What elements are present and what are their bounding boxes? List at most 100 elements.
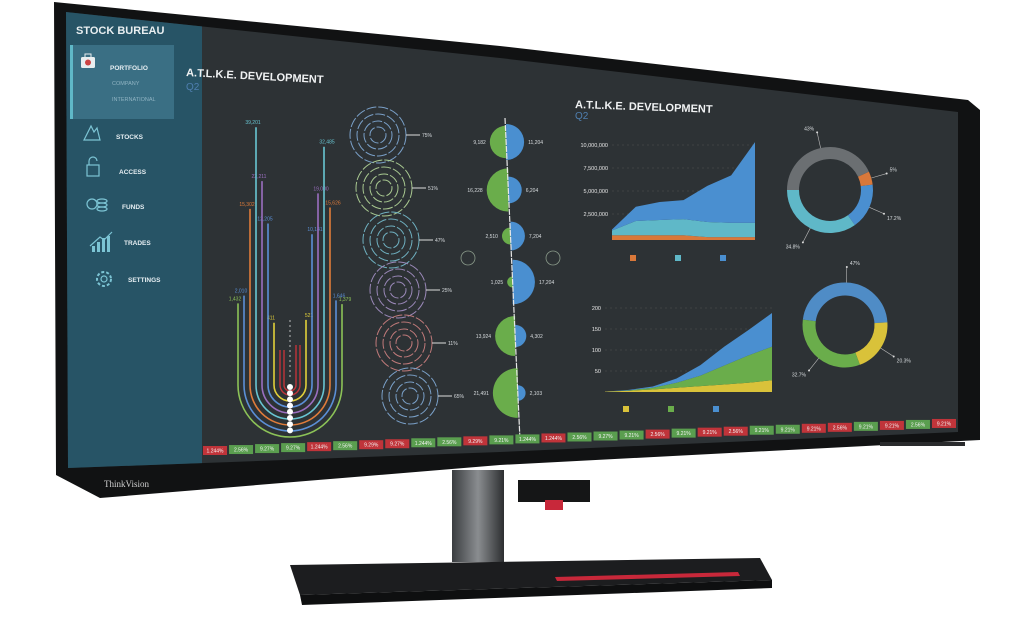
sidebar-item-settings[interactable]: SETTINGS — [96, 271, 161, 287]
area-series — [612, 142, 755, 231]
left-subtitle: Q2 — [186, 82, 200, 93]
concentric-gauges: 75% 51% 47% 25% 11% 65% — [349, 106, 561, 425]
y-tick-label: 2,500,000 — [584, 212, 608, 218]
ticker-item: 9.21% — [619, 430, 644, 440]
donut-label: 47% — [850, 261, 861, 267]
donut-slice — [802, 319, 860, 368]
ticker-value: 9.27% — [260, 447, 275, 453]
sidebar-label: SETTINGS — [128, 277, 161, 284]
donut-leader-dot — [885, 172, 888, 175]
radial-right-value: 15,626 — [325, 200, 341, 206]
control-buttons[interactable] — [880, 442, 965, 446]
radial-left-value: 411 — [267, 316, 275, 322]
ticker-badge — [307, 442, 332, 452]
gauge-ring — [383, 275, 413, 305]
sidebar-label: TRADES — [124, 240, 151, 247]
donut-leader — [808, 358, 819, 371]
radial-left-value: 15,302 — [239, 202, 255, 208]
gauge-value: 65% — [454, 394, 465, 400]
ticker-badge — [541, 433, 566, 443]
gauge-ring — [363, 120, 393, 150]
ticker-item: 2.56% — [437, 437, 462, 447]
sidebar-label: STOCKS — [116, 134, 144, 141]
ticker-item: 2.56% — [229, 445, 254, 455]
green-half — [486, 168, 509, 212]
area-chart: 200 150 100 50 — [592, 306, 772, 412]
ticker-badge — [281, 443, 306, 453]
ticker-item: 9.21% — [775, 424, 800, 434]
ticker-badge — [255, 444, 280, 454]
gauge-value: 11% — [448, 341, 458, 347]
gauge-ring — [382, 321, 426, 365]
ticker-item: 9.27% — [385, 439, 410, 449]
donut-leader-dot — [816, 131, 819, 134]
ticker-item: 2.56% — [567, 432, 592, 442]
ticker-badge — [879, 420, 904, 430]
donut-label: 17.2% — [887, 216, 902, 222]
gauge-ring — [382, 231, 400, 249]
ticker-badge — [749, 425, 774, 435]
ticker-item: 2.56% — [645, 429, 670, 439]
donut-leader — [816, 132, 821, 149]
radial-dot — [287, 421, 293, 428]
gauge-ring — [369, 173, 399, 203]
small-indicator-circle — [460, 250, 476, 266]
portfolio-label[interactable]: PORTFOLIO — [110, 65, 148, 72]
ticker-badge — [645, 429, 670, 439]
gauge-ring — [356, 113, 400, 157]
ticker-value: 1.244% — [207, 449, 225, 455]
donut-leader-dot — [882, 212, 885, 215]
ticker-item: 9.21% — [749, 425, 774, 435]
ticker-badge — [229, 445, 254, 455]
sidebar-item-access[interactable]: ACCESS — [86, 156, 147, 177]
blue-half — [517, 385, 526, 401]
ticker-item: 9.21% — [671, 428, 696, 438]
y-tick-label: 200 — [592, 306, 601, 312]
ticker-value: 2.56% — [442, 440, 457, 446]
sidebar-item-stocks[interactable]: STOCKS — [83, 124, 144, 141]
ticker-value: 1.244% — [545, 436, 563, 442]
green-half — [492, 368, 518, 418]
portfolio-sub-international[interactable]: INTERNATIONAL — [112, 97, 156, 103]
ticker-item: 9.27% — [281, 443, 306, 453]
radial-left-value: 22,211 — [252, 174, 267, 180]
radial-dot — [287, 427, 293, 434]
ticker-badge — [437, 437, 462, 447]
radial-dot — [287, 384, 293, 390]
app-title: STOCK BUREAU — [76, 25, 164, 37]
ticker-badge — [853, 421, 878, 431]
radial-right-value: 1,646 — [333, 293, 346, 299]
ticker-value: 1.244% — [311, 445, 329, 451]
legend-swatch — [623, 406, 629, 412]
portfolio-sub-company[interactable]: COMPANY — [112, 81, 140, 87]
donut-leader-dot — [808, 369, 811, 372]
legend-swatch — [720, 255, 726, 261]
ticker-item: 2.56% — [333, 441, 358, 451]
ticker-badge — [203, 446, 228, 455]
monitor-stand — [290, 470, 772, 605]
donut-leader-dot — [892, 355, 895, 358]
ticker-badge — [801, 423, 826, 433]
right-value: 2,103 — [530, 391, 543, 397]
sidebar-item-funds[interactable]: FUNDS — [86, 198, 145, 212]
gauge-ring — [401, 387, 419, 405]
donut-leader — [880, 347, 894, 357]
ticker-item: 9.21% — [697, 427, 722, 437]
donut-slice — [854, 322, 888, 365]
ticker-badge — [593, 431, 618, 441]
right-value: 17,204 — [539, 280, 555, 286]
sidebar-item-trades[interactable]: TRADES — [89, 231, 151, 252]
donut-label: 34.8% — [786, 244, 801, 250]
ticker-value: 2.56% — [234, 448, 249, 454]
gauge-value: 75% — [422, 133, 433, 139]
donut-leader — [871, 173, 887, 179]
brand-logo: ThinkVision — [104, 479, 149, 489]
gauge-ring — [389, 328, 419, 358]
ticker-value: 9.27% — [286, 446, 301, 452]
radial-series-line — [237, 303, 343, 438]
blue-half — [512, 259, 535, 305]
donut-chart: 47% 20.3% 32.7% — [792, 261, 912, 378]
area-series — [605, 346, 772, 392]
y-tick-label: 10,000,000 — [580, 143, 608, 149]
ticker-value: 9.21% — [755, 428, 770, 434]
